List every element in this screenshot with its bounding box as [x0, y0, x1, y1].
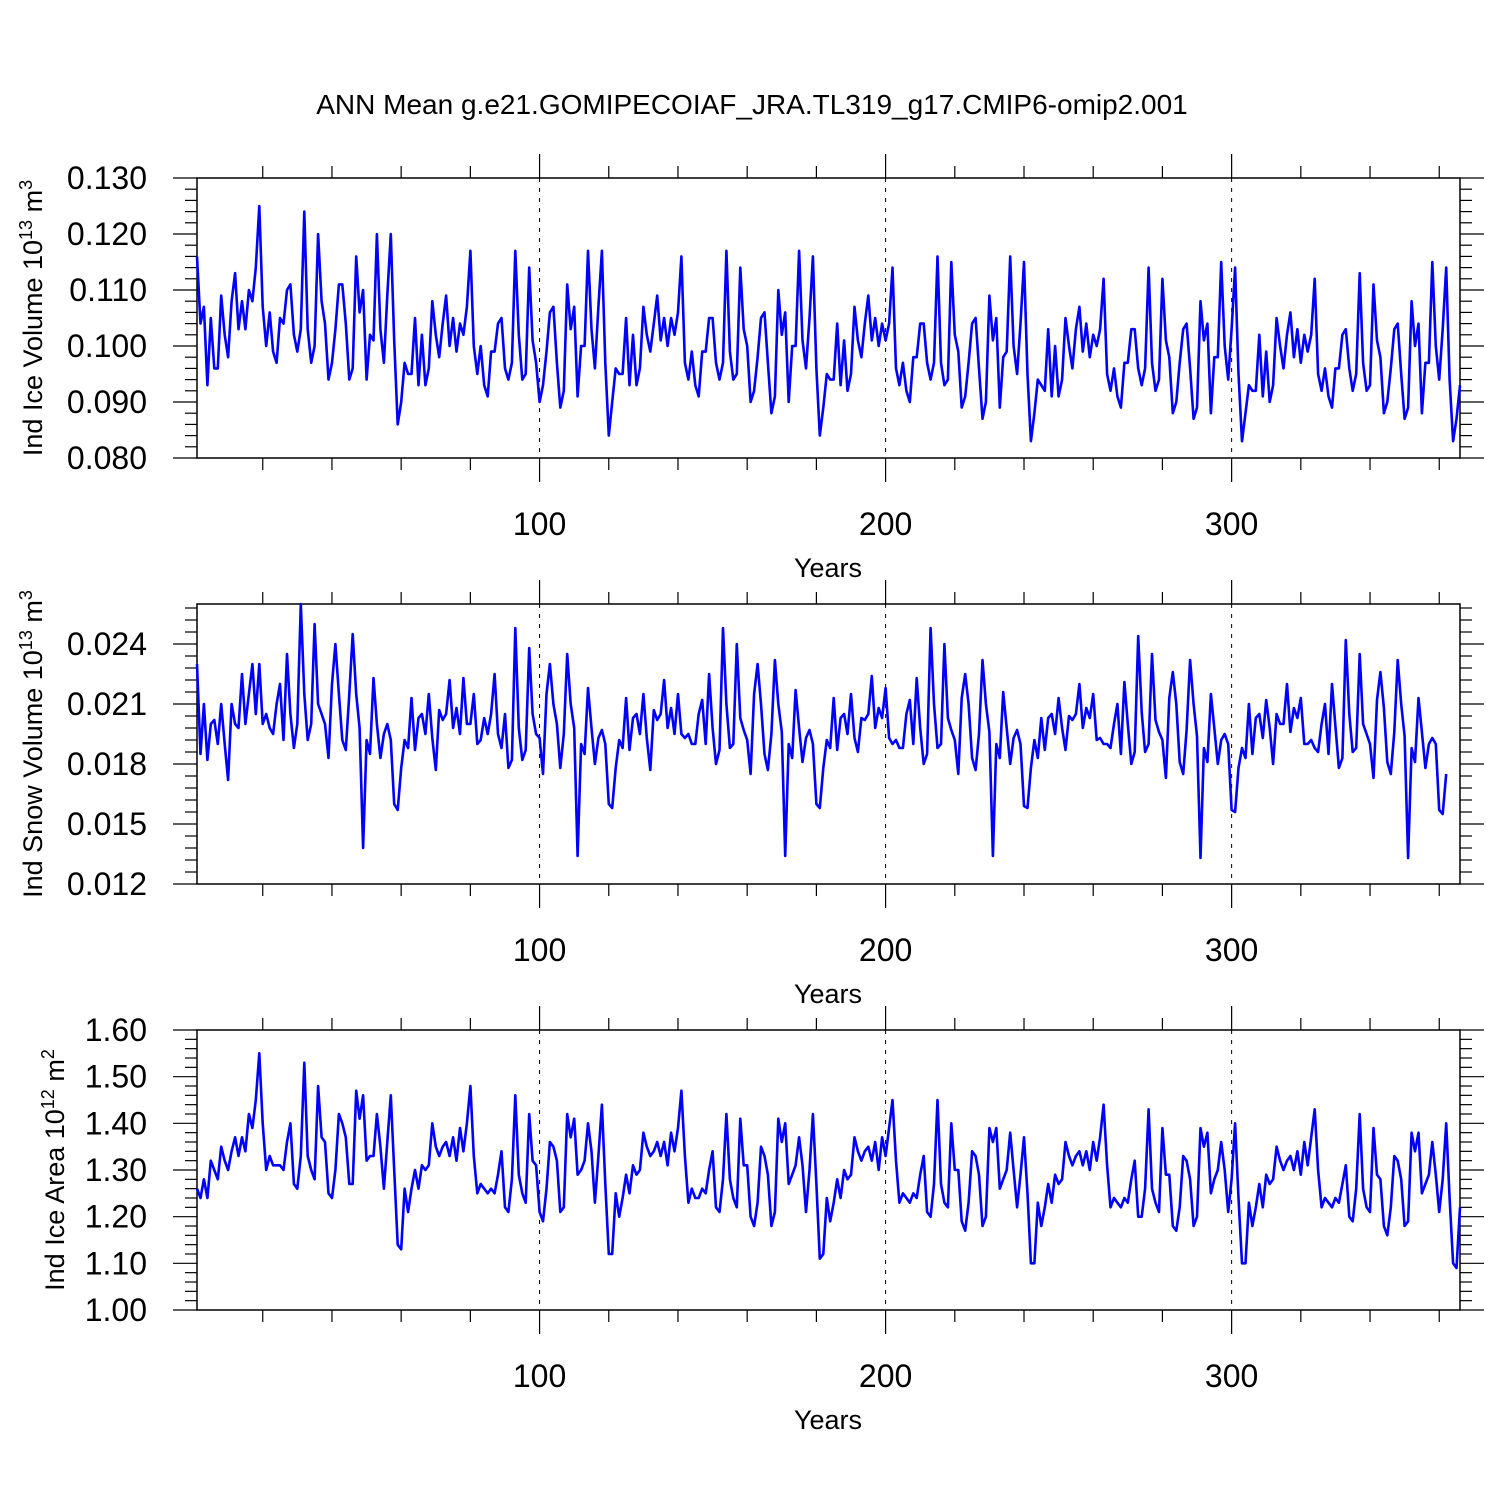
- y-tick-label: 1.30: [85, 1152, 147, 1188]
- y-axis-label-exp: 13: [16, 220, 36, 240]
- series-line: [195, 602, 1448, 860]
- y-tick-label: 0.120: [67, 216, 147, 252]
- y-tick-label: 0.090: [67, 384, 147, 420]
- y-axis-label-unit: m: [40, 1059, 70, 1089]
- x-tick-label: 300: [1205, 932, 1258, 968]
- panel-ice-volume: 100 200 300 Years 0.080 0.090 0.100 0.110 0.120 0…: [16, 154, 1484, 583]
- series-line: [195, 1052, 1462, 1270]
- panel-snow-volume: 100 200 300 Years 0.012 0.015 0.018 0.021 0.024 I…: [16, 580, 1484, 1009]
- x-tick-label: 300: [1205, 1358, 1258, 1394]
- y-tick-label: 1.40: [85, 1105, 147, 1141]
- y-tick-label: 1.10: [85, 1245, 147, 1281]
- plot-frame: [196, 177, 1461, 459]
- x-tick-label: 100: [513, 1358, 566, 1394]
- y-axis-label-exp: 12: [38, 1089, 58, 1109]
- y-tick-label: 0.015: [67, 806, 147, 842]
- figure-title: ANN Mean g.e21.GOMIPECOIAF_JRA.TL319_g17…: [316, 89, 1188, 120]
- y-axis-label-main: Ind Snow Volume 10: [18, 650, 48, 898]
- x-tick-label: 100: [513, 506, 566, 542]
- y-tick-label: 0.012: [67, 866, 147, 902]
- y-axis-label-unit-exp: 3: [16, 180, 36, 190]
- x-tick-label: 300: [1205, 506, 1258, 542]
- x-tick-label: 200: [859, 932, 912, 968]
- y-tick-label: 1.60: [85, 1012, 147, 1048]
- y-tick-label: 0.018: [67, 746, 147, 782]
- y-tick-label: 0.110: [69, 272, 147, 308]
- y-tick-label: 0.080: [67, 440, 147, 476]
- y-tick-label: 0.130: [67, 160, 147, 196]
- x-tick-label: 200: [859, 506, 912, 542]
- y-axis-label-unit: m: [18, 190, 48, 220]
- y-axis-label-unit-exp: 3: [16, 590, 36, 600]
- y-tick-label: 1.50: [85, 1059, 147, 1095]
- panel-ice-area: 100 200 300 Years 1.00 1.10 1.20 1.30 1.40 1.50 1.…: [38, 1006, 1484, 1435]
- y-tick-label: 0.100: [67, 328, 147, 364]
- y-axis-label-main: Ind Ice Area 10: [40, 1109, 70, 1291]
- y-axis-label-main: Ind Ice Volume 10: [18, 240, 48, 456]
- y-axis-label: Ind Snow Volume 1013 m3: [16, 590, 48, 898]
- x-axis-label: Years: [794, 979, 862, 1009]
- y-axis-label: Ind Ice Area 1012 m2: [38, 1049, 70, 1291]
- y-axis-label-exp: 13: [16, 630, 36, 650]
- y-tick-label: 0.021: [67, 686, 147, 722]
- y-axis-label-unit-exp: 2: [38, 1049, 58, 1059]
- y-tick-label: 1.20: [85, 1199, 147, 1235]
- y-axis-label: Ind Ice Volume 1013 m3: [16, 180, 48, 456]
- x-tick-label: 200: [859, 1358, 912, 1394]
- x-axis-label: Years: [794, 1405, 862, 1435]
- plot-frame: [196, 603, 1461, 885]
- y-tick-label: 1.00: [85, 1292, 147, 1328]
- x-tick-label: 100: [513, 932, 566, 968]
- y-tick-label: 0.024: [67, 626, 147, 662]
- x-axis-label: Years: [794, 553, 862, 583]
- y-axis-label-unit: m: [18, 600, 48, 630]
- plot-frame: [196, 1029, 1461, 1311]
- series-line: [195, 204, 1462, 443]
